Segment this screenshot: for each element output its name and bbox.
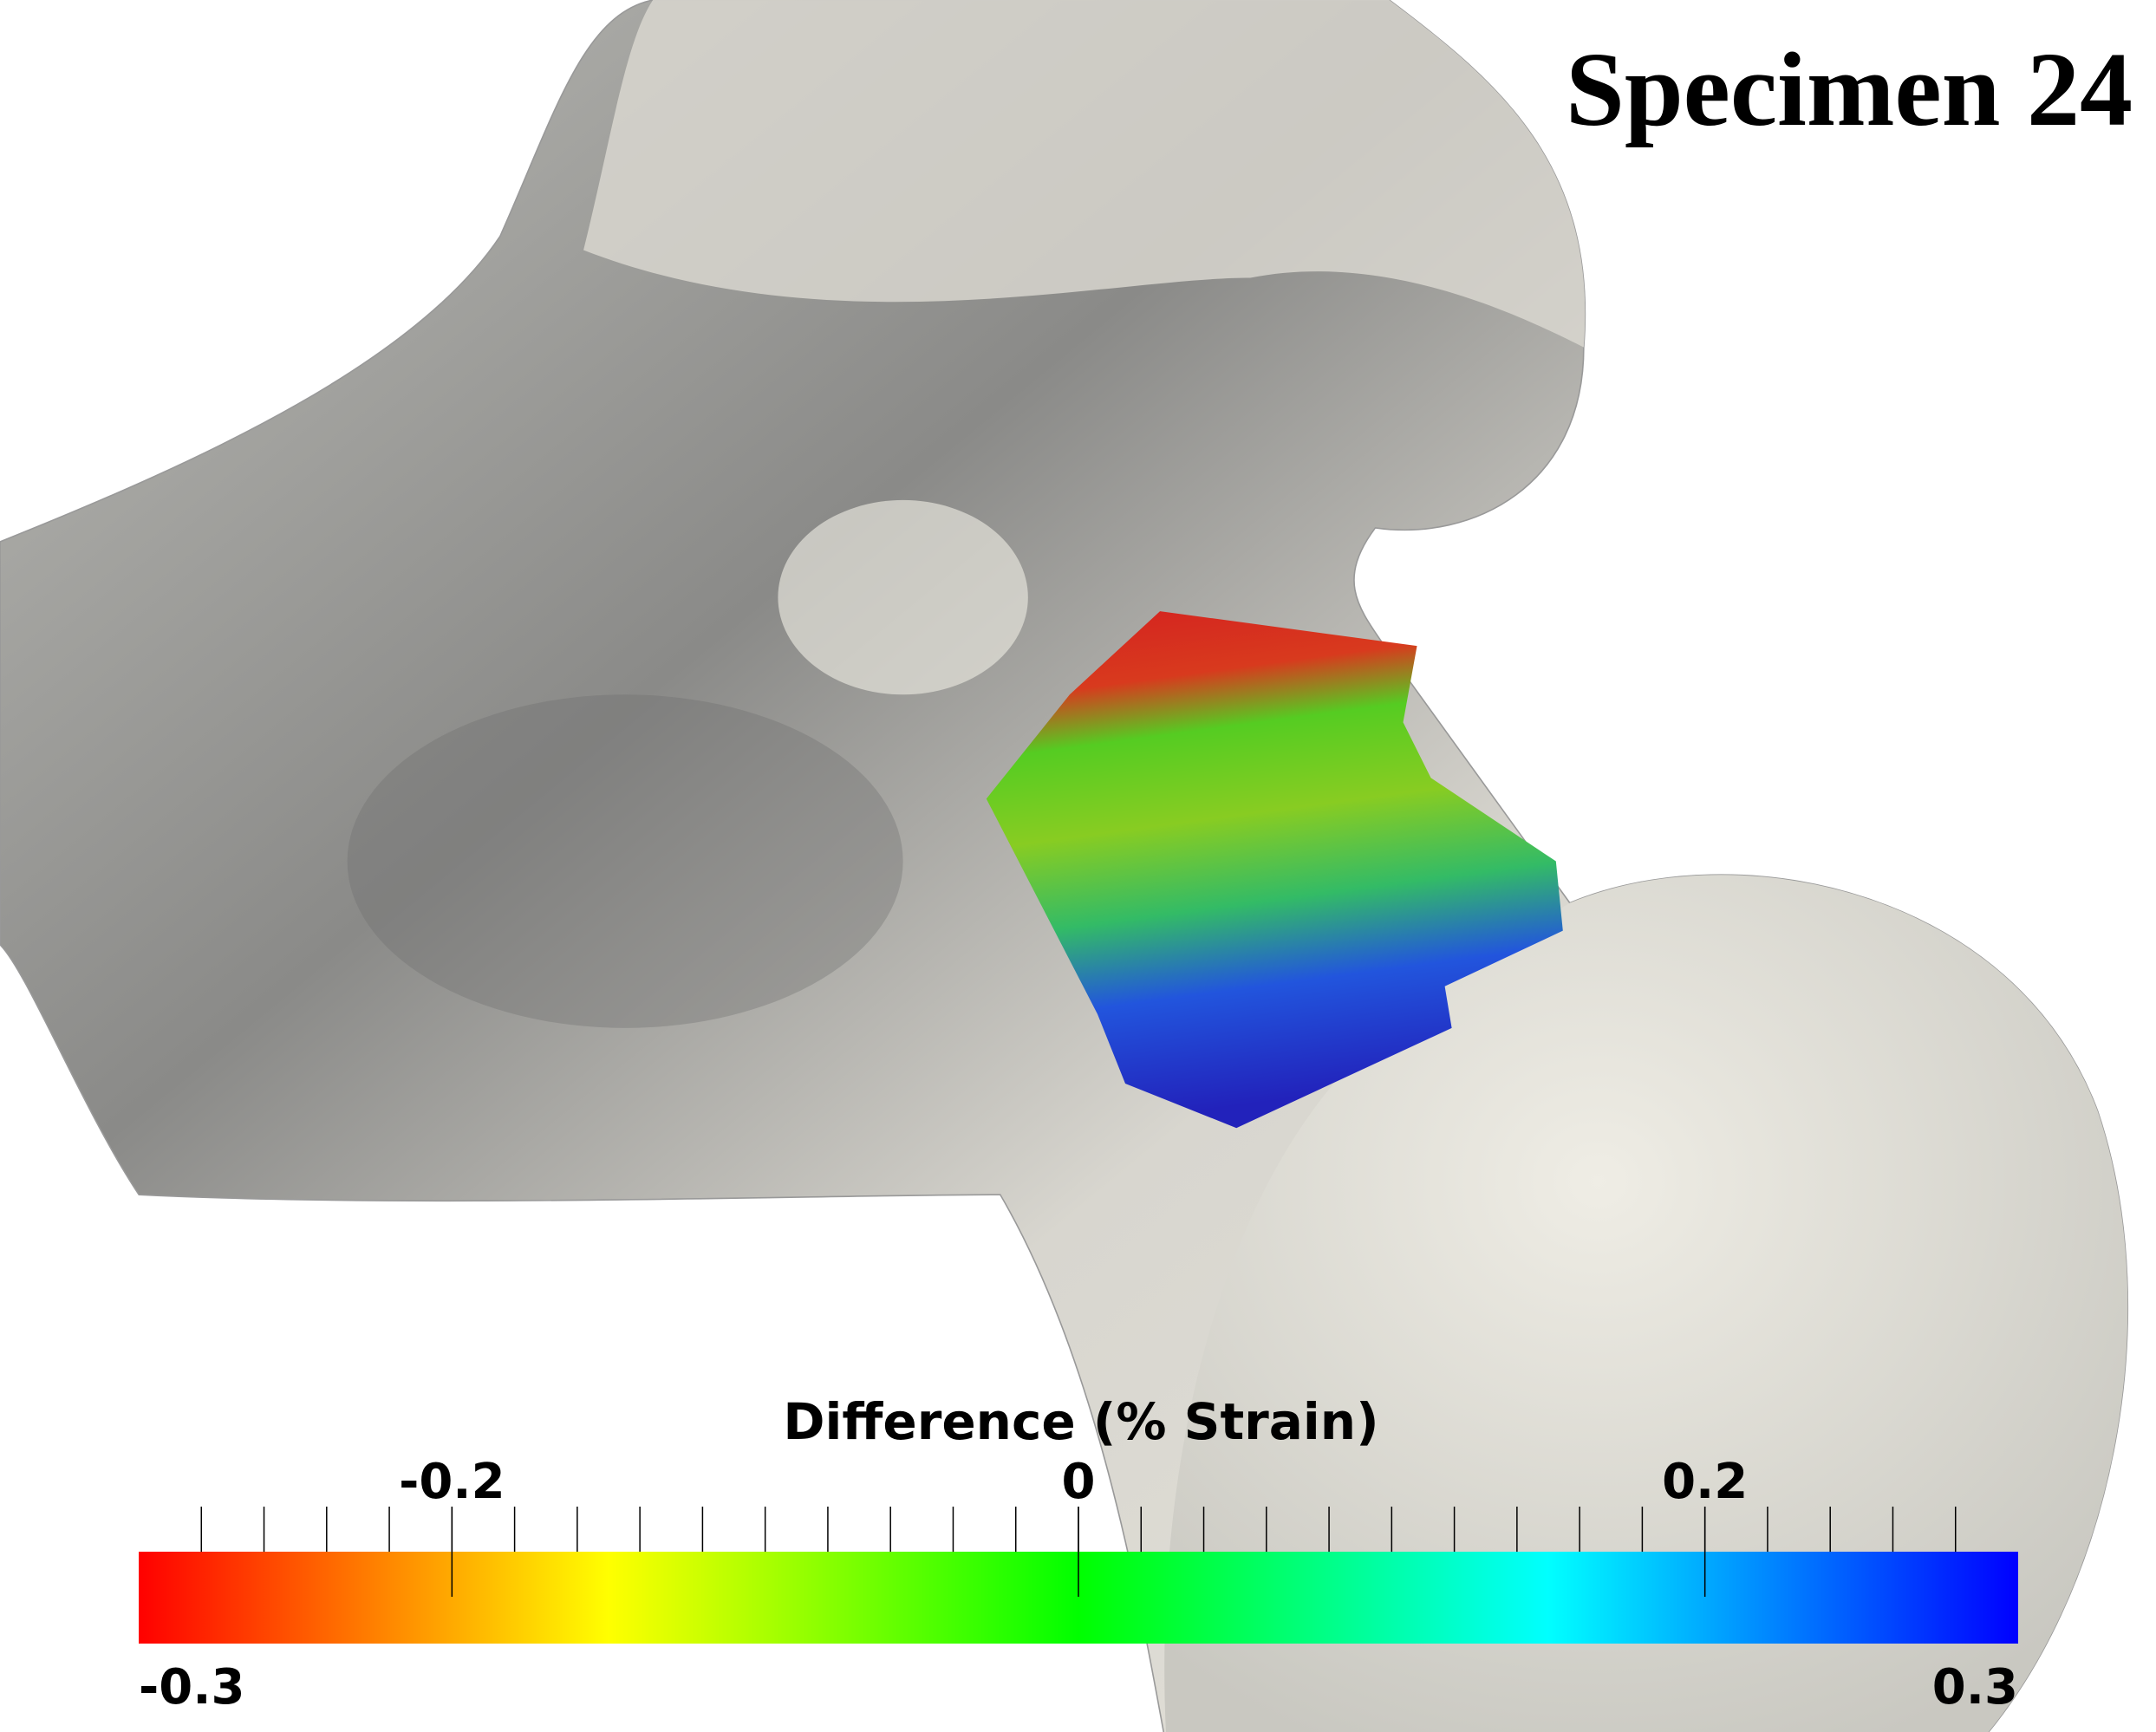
- range-min-label: -0.3: [139, 1659, 244, 1716]
- range-max-label: 0.3: [1932, 1659, 2018, 1716]
- title: Specimen 24: [1566, 31, 2133, 148]
- strain-patch: [986, 611, 1563, 1129]
- tick-label: 0: [1062, 1454, 1096, 1510]
- colorbar-title: Difference (% Strain): [783, 1392, 1378, 1451]
- tick-label: 0.2: [1662, 1454, 1748, 1510]
- tick-label: -0.2: [399, 1454, 505, 1510]
